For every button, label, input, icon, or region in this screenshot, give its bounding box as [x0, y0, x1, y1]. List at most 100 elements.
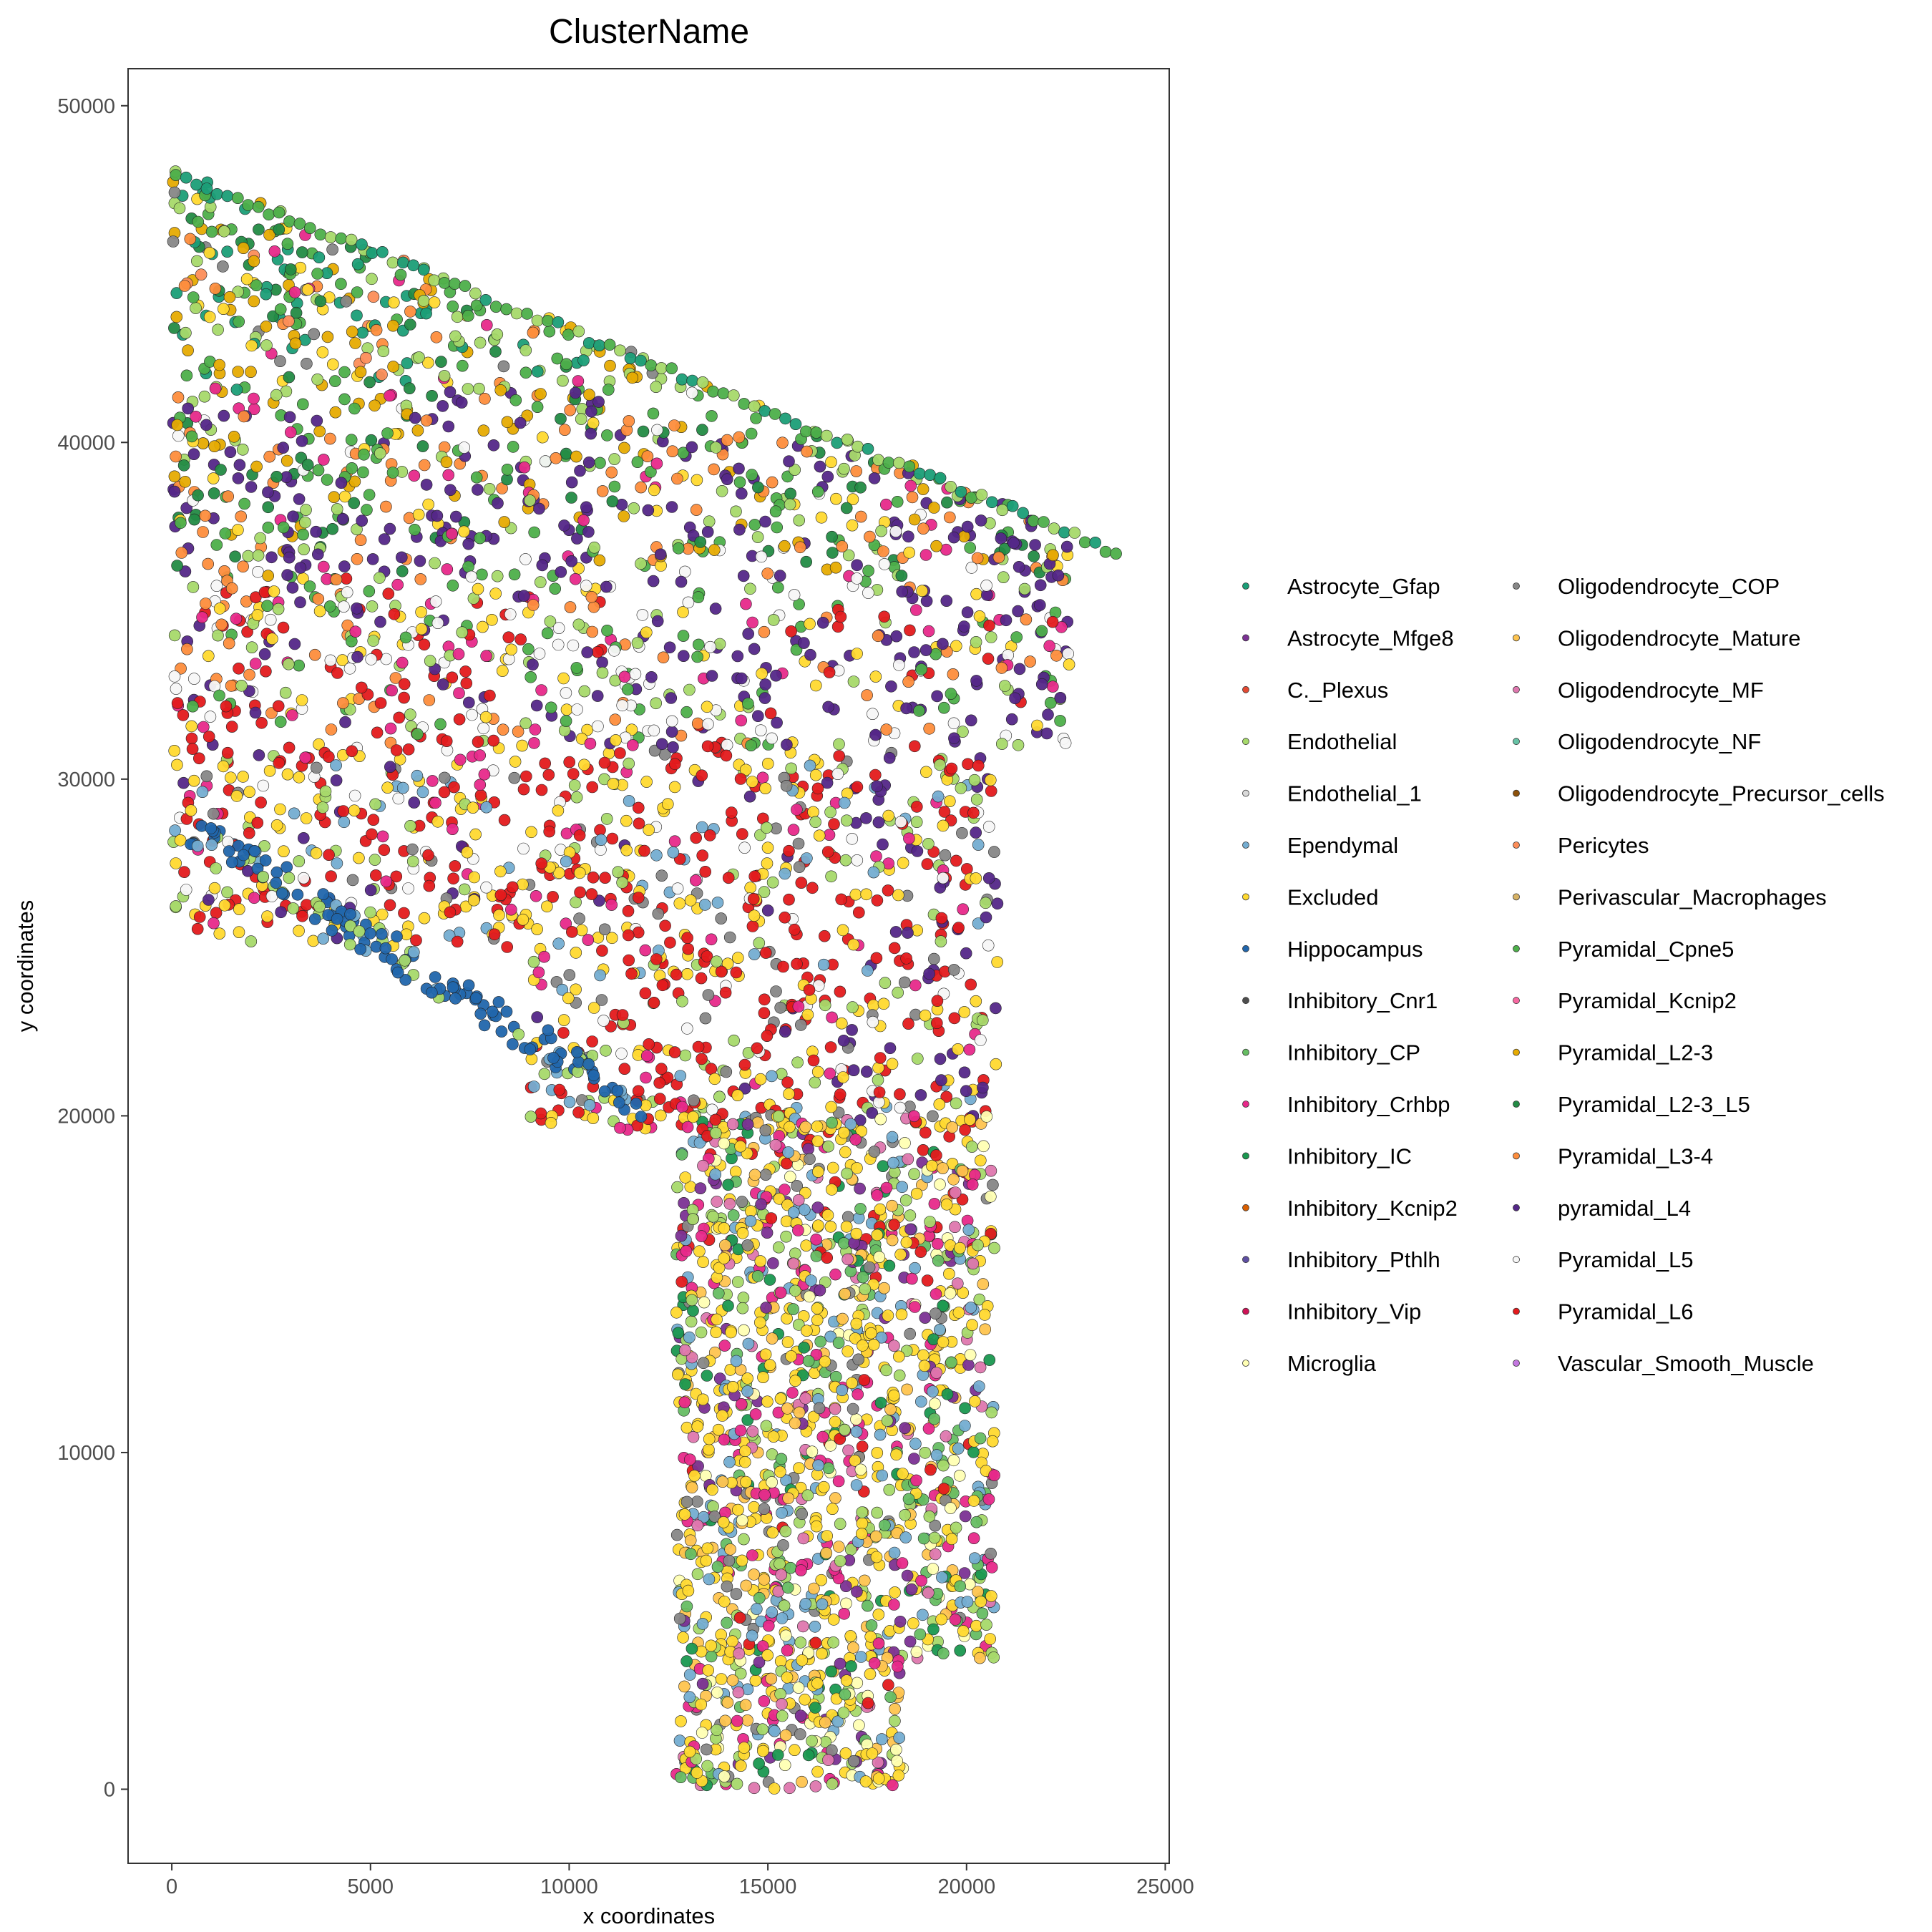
data-point [900, 952, 912, 965]
data-point [696, 1053, 708, 1065]
data-point [991, 956, 1003, 968]
data-point [260, 288, 273, 301]
data-point [811, 1065, 824, 1078]
data-point [759, 515, 771, 528]
data-point [283, 872, 296, 884]
data-point [847, 1402, 859, 1415]
data-point [253, 223, 265, 236]
data-point [512, 1028, 525, 1040]
data-point [1035, 625, 1048, 638]
data-point [242, 199, 255, 211]
data-point [810, 679, 822, 692]
data-point [784, 1782, 796, 1795]
data-point [429, 595, 442, 608]
data-point [587, 872, 600, 884]
data-point [807, 1054, 820, 1067]
data-point [728, 389, 740, 401]
data-point [935, 1613, 947, 1626]
data-point [930, 540, 942, 552]
data-point [831, 620, 844, 633]
data-point [759, 782, 771, 794]
data-point [785, 1350, 797, 1362]
x-tick-label: 5000 [348, 1875, 394, 1898]
data-point [782, 1146, 794, 1158]
data-point [474, 336, 487, 349]
data-point [1012, 739, 1025, 751]
data-point [722, 872, 735, 884]
data-point [824, 1440, 836, 1452]
data-point [187, 673, 200, 685]
data-point [665, 715, 678, 728]
data-point [959, 1123, 971, 1136]
data-point [1020, 613, 1033, 626]
data-point [289, 337, 302, 350]
data-point [948, 732, 960, 745]
data-point [919, 1009, 932, 1022]
data-point [711, 1687, 723, 1699]
data-point [911, 845, 924, 857]
data-point [838, 462, 850, 475]
data-point [736, 487, 748, 500]
data-point [480, 650, 492, 663]
data-point [557, 1014, 570, 1026]
data-point [970, 995, 982, 1008]
legend-key [1242, 945, 1249, 952]
data-point [836, 1071, 849, 1083]
data-point [791, 1056, 804, 1069]
data-point [769, 1138, 782, 1151]
data-point [501, 416, 514, 429]
data-point [519, 770, 532, 783]
data-point [896, 1557, 909, 1569]
data-point [301, 283, 314, 296]
data-point [997, 571, 1010, 584]
data-point [423, 694, 436, 706]
x-tick-label: 25000 [1136, 1875, 1194, 1898]
data-point [931, 1017, 943, 1029]
data-point [789, 1284, 801, 1297]
data-point [701, 950, 713, 962]
data-point [233, 459, 246, 472]
data-point [674, 1771, 687, 1783]
data-point [678, 565, 691, 578]
data-point [732, 952, 744, 964]
data-point [973, 1380, 985, 1392]
data-point [230, 613, 243, 625]
data-point [944, 511, 956, 524]
data-point [414, 573, 427, 585]
data-point [444, 386, 457, 399]
data-point [243, 786, 255, 798]
data-point [297, 832, 310, 844]
data-point [771, 1749, 784, 1761]
data-point [394, 268, 407, 281]
data-point [222, 490, 235, 503]
data-point [293, 924, 305, 937]
data-point [612, 866, 625, 878]
y-tick-label: 50000 [57, 95, 115, 118]
data-point [480, 881, 492, 894]
legend-label: Oligodendrocyte_NF [1558, 729, 1761, 754]
data-point [967, 1446, 980, 1458]
data-point [170, 900, 182, 912]
data-point [751, 531, 764, 543]
data-point [539, 455, 552, 467]
data-point [937, 1336, 950, 1348]
y-tick-label: 20000 [57, 1105, 115, 1128]
data-point [230, 384, 243, 396]
data-point [552, 638, 565, 651]
legend-label: Inhibitory_Vip [1287, 1299, 1421, 1324]
data-point [340, 295, 353, 308]
data-point [328, 491, 341, 504]
data-point [1028, 550, 1040, 562]
data-point [748, 643, 761, 655]
data-point [205, 822, 218, 834]
data-point [937, 872, 950, 884]
legend-label: Pericytes [1558, 833, 1649, 858]
data-point [922, 1586, 935, 1599]
data-point [696, 1727, 708, 1739]
data-point [734, 773, 747, 785]
data-point [680, 1655, 693, 1667]
data-point [447, 981, 459, 993]
data-point [374, 697, 387, 709]
data-point [341, 586, 353, 599]
data-point [338, 560, 351, 572]
